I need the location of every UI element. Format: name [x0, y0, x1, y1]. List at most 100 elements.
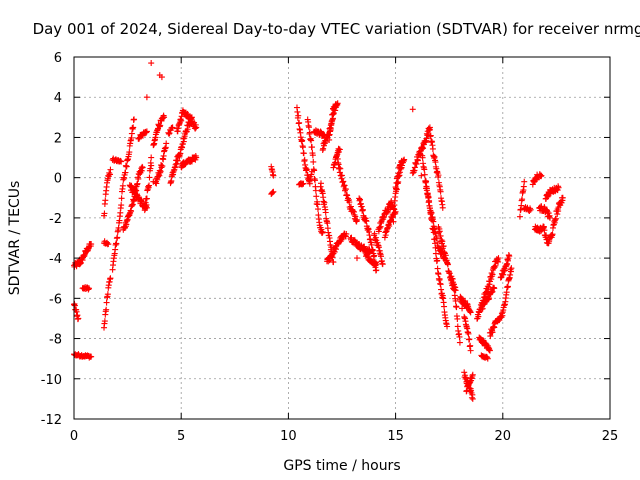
data-point [319, 228, 326, 235]
data-point [314, 206, 321, 213]
data-point [432, 250, 439, 257]
data-point [128, 130, 135, 137]
data-point [169, 124, 176, 131]
data-point [371, 252, 378, 259]
data-point [193, 124, 200, 131]
data-point [409, 106, 416, 113]
data-point [395, 178, 402, 185]
data-point [426, 126, 433, 133]
data-point [354, 255, 361, 262]
data-point [373, 267, 380, 274]
data-point [401, 156, 408, 163]
y-tick-label: 0 [54, 172, 62, 187]
data-point [484, 354, 491, 361]
data-point [326, 136, 333, 143]
data-point [148, 60, 155, 67]
data-point [549, 231, 556, 238]
data-point [88, 241, 95, 248]
data-point [435, 172, 442, 179]
data-point [101, 210, 108, 217]
data-point [143, 129, 150, 136]
data-point [306, 176, 313, 183]
y-tick-label: -4 [49, 252, 62, 267]
data-point [454, 315, 461, 322]
data-point [519, 196, 526, 203]
data-point [554, 211, 561, 218]
data-point [308, 171, 315, 178]
data-point [444, 261, 451, 268]
data-point [503, 289, 510, 296]
grid-lines [74, 57, 610, 419]
data-point [115, 224, 122, 231]
data-point [308, 137, 315, 144]
data-point [336, 146, 343, 153]
data-point [107, 166, 114, 173]
y-tick-labels: -12 -10 -8 -6 -4 -2 0 2 4 6 [41, 51, 62, 428]
data-point [467, 309, 474, 316]
data-point [105, 241, 112, 248]
data-point [465, 330, 472, 337]
y-tick-label: 4 [54, 91, 62, 106]
data-point [371, 230, 378, 237]
data-point [299, 144, 306, 151]
data-point [305, 124, 312, 131]
data-point [143, 195, 150, 202]
data-point [360, 207, 367, 214]
data-point [337, 165, 344, 172]
data-point [146, 174, 153, 181]
data-point [161, 114, 168, 121]
data-point [376, 225, 383, 232]
data-point [158, 74, 165, 81]
data-point [546, 214, 553, 221]
data-point [413, 160, 420, 167]
axis-ticks [73, 56, 611, 420]
data-point [418, 172, 425, 179]
data-point [88, 353, 95, 360]
data-point [442, 252, 449, 259]
data-point [390, 211, 397, 218]
data-point [166, 130, 173, 137]
data-point [559, 194, 566, 201]
data-point [456, 339, 463, 346]
data-point [114, 234, 121, 241]
data-point [467, 347, 474, 354]
x-tick-label: 10 [280, 429, 297, 444]
data-point [117, 157, 124, 164]
data-point [437, 232, 444, 239]
data-point [437, 188, 444, 195]
data-point [341, 182, 348, 189]
data-point [103, 306, 110, 313]
data-point [308, 168, 315, 175]
data-point [432, 244, 439, 251]
data-point [518, 202, 525, 209]
plot-frame [73, 56, 611, 420]
data-point [118, 202, 125, 209]
data-point [486, 347, 493, 354]
data-point [123, 163, 130, 170]
data-point [459, 305, 466, 312]
data-point [419, 154, 426, 161]
x-axis-label: GPS time / hours [283, 458, 400, 474]
data-point [555, 184, 562, 191]
data-point [317, 180, 324, 187]
data-point [330, 259, 337, 266]
data-point [466, 336, 473, 343]
data-point [303, 166, 310, 173]
data-point [441, 303, 448, 310]
data-point [322, 209, 329, 216]
data-point [440, 243, 447, 250]
data-point [485, 284, 492, 291]
data-point [343, 230, 350, 237]
data-point [310, 158, 317, 165]
y-axis-label: SDTVAR / TECUs [7, 181, 23, 296]
data-point [139, 164, 146, 171]
data-point [507, 271, 514, 278]
x-tick-labels: 0 5 10 15 20 25 [70, 429, 618, 444]
data-point [107, 275, 114, 282]
data-point [437, 281, 444, 288]
data-point [328, 118, 335, 125]
data-point [354, 216, 361, 223]
data-point [148, 154, 155, 161]
data-point [147, 165, 154, 172]
data-point [429, 217, 436, 224]
